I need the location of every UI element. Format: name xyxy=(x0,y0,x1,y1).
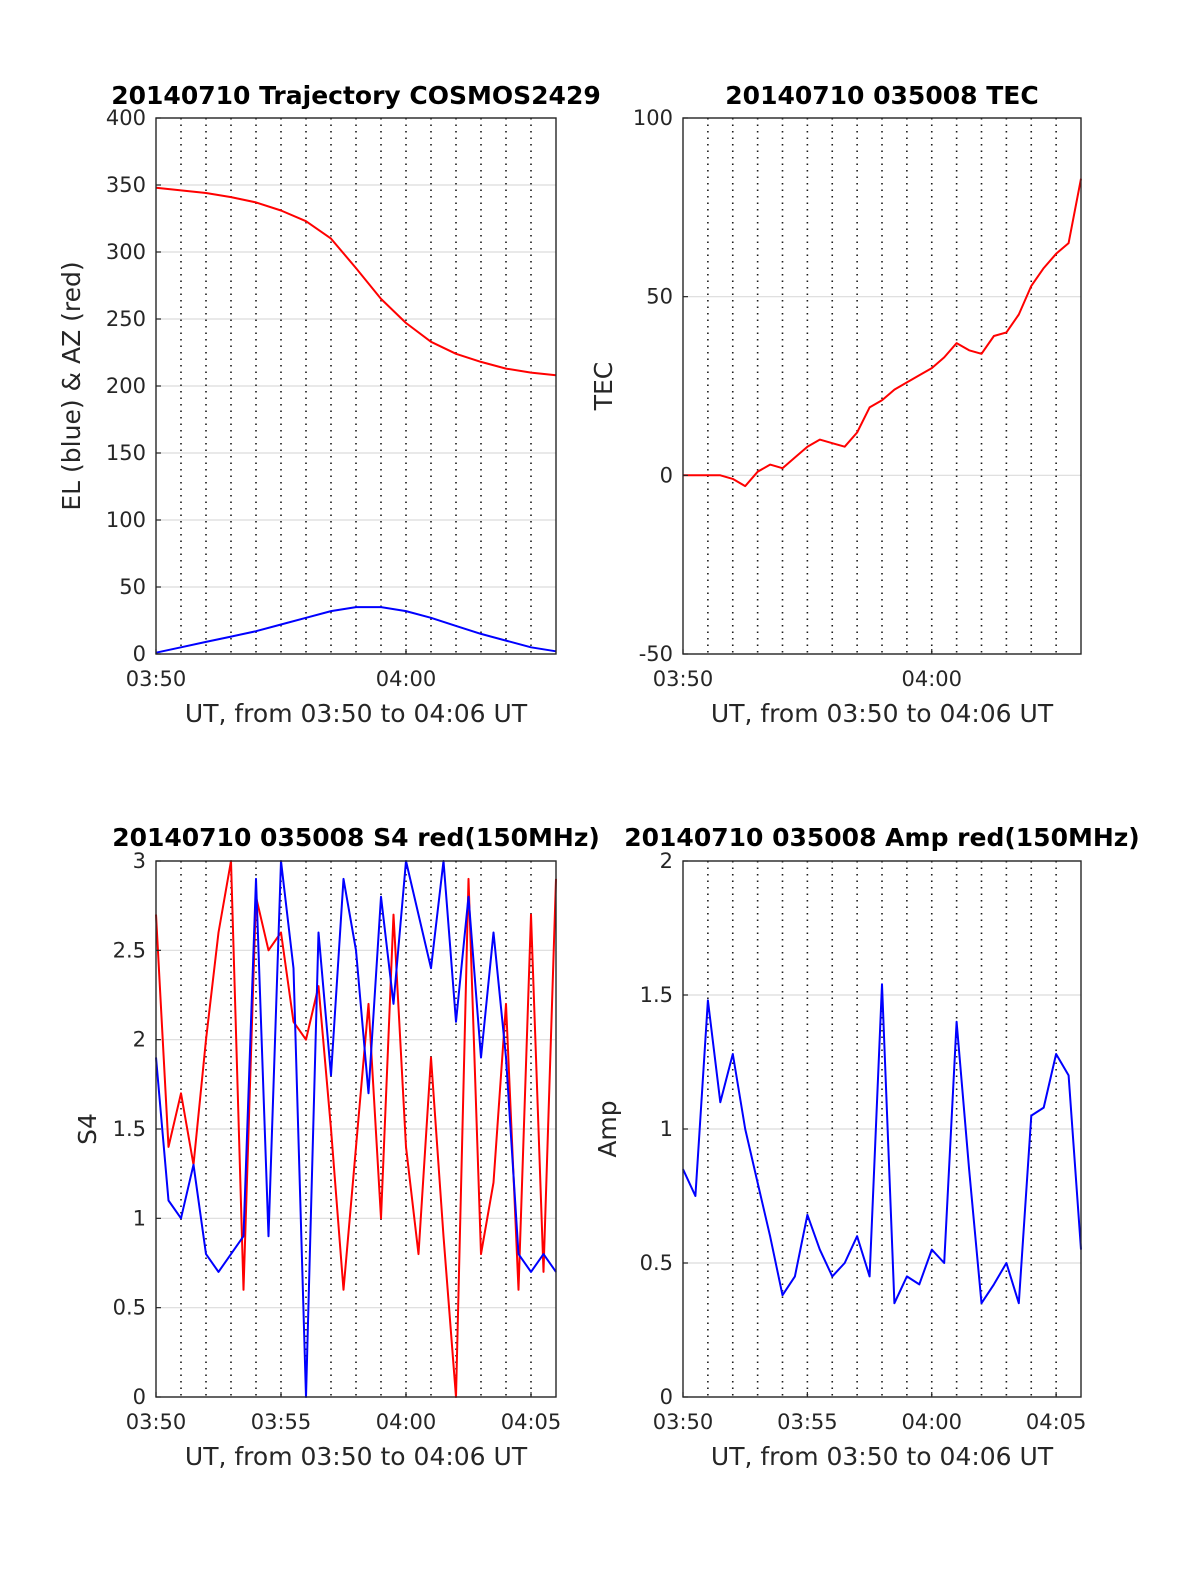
y-tick-label: 150 xyxy=(106,441,146,465)
y-tick-label: -50 xyxy=(639,642,673,666)
y-axis-label: EL (blue) & AZ (red) xyxy=(57,261,86,510)
series-line-2 xyxy=(155,860,557,1398)
chart-title: 20140710 035008 TEC xyxy=(725,81,1038,110)
plot-area-tec: -50 0 50 100 03:50 04:00 xyxy=(633,106,1082,691)
x-tick-label: 03:55 xyxy=(777,1410,838,1434)
x-axis-label: UT, from 03:50 to 04:06 UT xyxy=(185,699,528,728)
x-tick-label: 04:00 xyxy=(376,1410,437,1434)
y-tick-label: 2 xyxy=(133,1028,146,1052)
chart-title: 20140710 035008 Amp red(150MHz) xyxy=(624,823,1140,852)
y-axis-label: Amp xyxy=(593,1100,622,1157)
chart-title: 20140710 035008 S4 red(150MHz) xyxy=(112,823,600,852)
panel-s4: 20140710 035008 S4 red(150MHz) S4 UT, fr… xyxy=(73,823,600,1471)
x-axis-label: UT, from 03:50 to 04:06 UT xyxy=(711,1442,1054,1471)
y-tick-label: 1 xyxy=(133,1206,146,1230)
x-tick-label: 04:05 xyxy=(1026,1410,1087,1434)
y-tick-label: 350 xyxy=(106,173,146,197)
y-tick-label: 1.5 xyxy=(113,1117,146,1141)
y-tick-label: 50 xyxy=(646,285,673,309)
panel-amp: 20140710 035008 Amp red(150MHz) Amp UT, … xyxy=(593,823,1140,1471)
y-tick-label: 50 xyxy=(119,575,146,599)
y-tick-label: 0 xyxy=(133,1385,146,1409)
series-line-1 xyxy=(155,860,557,1398)
plot-area-trajectory: 0 50 100 150 200 250 300 350 400 03:50 04:00 xyxy=(106,106,557,691)
y-axis-label: TEC xyxy=(589,362,618,412)
y-axis-label: S4 xyxy=(73,1113,102,1145)
plot-area-amp: 0 0.5 1 1.5 2 03:50 03:55 04:00 04:05 xyxy=(640,849,1087,1434)
panel-tec: 20140710 035008 TEC TEC UT, from 03:50 t… xyxy=(589,81,1082,728)
chart-title: 20140710 Trajectory COSMOS2429 xyxy=(111,81,601,110)
y-tick-label: 0 xyxy=(660,463,673,487)
x-tick-label: 03:55 xyxy=(251,1410,312,1434)
y-tick-label: 200 xyxy=(106,374,146,398)
y-tick-label: 100 xyxy=(106,508,146,532)
series-line-1 xyxy=(155,606,557,654)
x-tick-label: 03:50 xyxy=(653,667,714,691)
axes-frame xyxy=(682,117,1082,655)
x-tick-label: 03:50 xyxy=(653,1410,714,1434)
x-tick-label: 03:50 xyxy=(126,1410,187,1434)
y-tick-label: 2 xyxy=(660,849,673,873)
y-tick-label: 100 xyxy=(633,106,673,130)
series-line-1 xyxy=(683,178,1082,488)
y-tick-label: 400 xyxy=(106,106,146,130)
y-tick-label: 1 xyxy=(660,1117,673,1141)
x-tick-label: 03:50 xyxy=(126,667,187,691)
y-tick-label: 2.5 xyxy=(113,938,146,962)
x-tick-label: 04:00 xyxy=(376,667,437,691)
y-tick-label: 1.5 xyxy=(640,983,673,1007)
x-tick-label: 04:05 xyxy=(501,1410,562,1434)
y-tick-label: 0 xyxy=(133,642,146,666)
series-line-2 xyxy=(155,186,557,377)
x-axis-label: UT, from 03:50 to 04:06 UT xyxy=(711,699,1054,728)
panel-trajectory: 20140710 Trajectory COSMOS2429 EL (blue)… xyxy=(57,81,601,728)
y-tick-label: 0.5 xyxy=(640,1251,673,1275)
y-tick-label: 0 xyxy=(660,1385,673,1409)
x-tick-label: 04:00 xyxy=(901,667,962,691)
y-tick-label: 300 xyxy=(106,240,146,264)
x-axis-label: UT, from 03:50 to 04:06 UT xyxy=(185,1442,528,1471)
x-tick-label: 04:00 xyxy=(901,1410,962,1434)
plot-area-s4: 0 0.5 1 1.5 2 2.5 3 03:50 03:55 04:00 04:05 xyxy=(113,849,562,1434)
y-tick-label: 3 xyxy=(133,849,146,873)
y-tick-label: 0.5 xyxy=(113,1296,146,1320)
y-tick-label: 250 xyxy=(106,307,146,331)
series-line-1 xyxy=(682,983,1082,1305)
